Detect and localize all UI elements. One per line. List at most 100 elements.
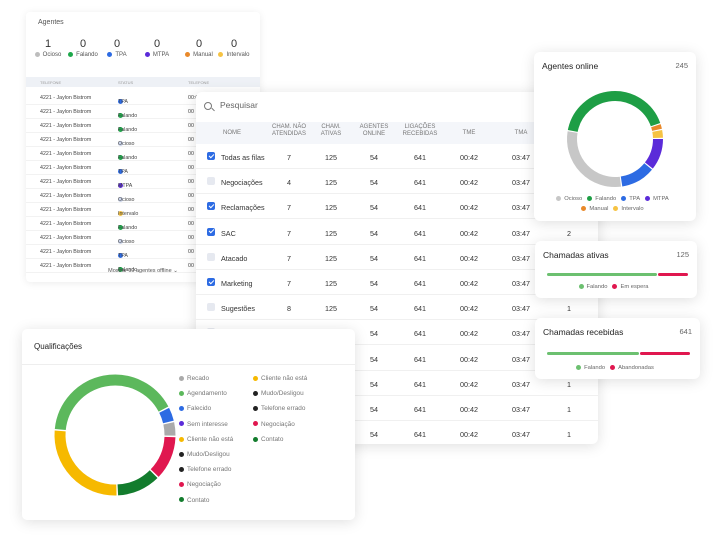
queue-row[interactable]: Atacado 7 125 54 641 00:42 03:47 bbox=[196, 245, 598, 270]
agent-time: 00 bbox=[188, 109, 194, 115]
agent-name: 4221 - Jaylon Bistrom bbox=[40, 179, 92, 185]
status-dot bbox=[118, 267, 123, 272]
agent-row[interactable]: 4221 - Jaylon Bistrom TPA 00 bbox=[26, 245, 260, 259]
agent-stat-label: Falando bbox=[63, 52, 103, 58]
agent-row[interactable]: 4221 - Jaylon Bistrom Falando 00 bbox=[26, 119, 260, 133]
queue-cell-recebidas: 641 bbox=[414, 304, 426, 314]
qual-legend-item: Telefone errado bbox=[179, 466, 231, 473]
online-legend-row2: Manual Intervalo bbox=[534, 206, 696, 212]
col-tma: TMA bbox=[514, 130, 528, 136]
queue-row[interactable]: 54 641 00:42 03:47 1 bbox=[196, 421, 598, 444]
queue-checkbox[interactable] bbox=[207, 177, 215, 186]
queue-cell-recebidas: 641 bbox=[414, 279, 426, 288]
agent-name: 4221 - Jaylon Bistrom bbox=[40, 207, 92, 213]
queue-row[interactable]: Marketing 7 125 54 641 00:42 03:47 bbox=[196, 270, 598, 295]
queue-row[interactable]: Todas as filas 7 125 54 641 00:42 03:47 bbox=[196, 144, 598, 169]
queue-cell-tme: 00:42 bbox=[460, 430, 478, 440]
queue-row[interactable]: Sugestões 8 125 54 641 00:42 03:47 1 bbox=[196, 295, 598, 321]
agent-row[interactable]: 4221 - Jaylon Bistrom Falando 00 bbox=[26, 259, 260, 273]
status-dot bbox=[118, 99, 123, 104]
agent-status-text: Falando bbox=[118, 113, 138, 119]
queue-checkbox[interactable] bbox=[207, 278, 215, 286]
queue-cell-nao-atendidas: 7 bbox=[287, 279, 291, 288]
qual-legend-item: Contato bbox=[253, 436, 283, 443]
agent-stat-4: 0 Manual bbox=[179, 38, 219, 58]
queue-cell-online: 54 bbox=[370, 279, 378, 288]
show-offline-label: Mostrar 10 agentes offline bbox=[108, 268, 172, 274]
legend-item: Ocioso bbox=[556, 196, 582, 202]
queue-row[interactable]: 54 641 00:42 03:47 bbox=[196, 346, 598, 371]
status-dot bbox=[118, 253, 123, 258]
agent-stat-value: 1 bbox=[44, 38, 52, 50]
legend-dot bbox=[179, 497, 184, 503]
queue-cell-tme: 00:42 bbox=[460, 253, 478, 263]
legend-item: TPA bbox=[621, 196, 640, 202]
agent-row[interactable]: 4221 - Jaylon Bistrom Intervalo 00 bbox=[26, 203, 260, 217]
queue-row[interactable]: Reclamações 7 125 54 641 00:42 03:47 bbox=[196, 194, 598, 220]
agent-time: 00 bbox=[188, 123, 194, 129]
status-dot bbox=[118, 155, 123, 160]
status-dot bbox=[118, 197, 123, 202]
queue-cell-extra: 2 bbox=[567, 228, 571, 238]
agent-row[interactable]: 4221 - Jaylon Bistrom Falando 00 bbox=[26, 105, 260, 119]
queue-cell-tme: 00:42 bbox=[460, 153, 478, 162]
agent-row[interactable]: 4221 - Jaylon Bistrom Ocioso 00 bbox=[26, 231, 260, 245]
status-dot bbox=[118, 211, 123, 216]
agent-stat-value: 0 bbox=[195, 38, 203, 50]
legend-dot bbox=[576, 365, 582, 370]
queue-checkbox[interactable] bbox=[207, 202, 215, 211]
qual-legend-item: Negociação bbox=[253, 421, 295, 428]
agent-status-text: Ocioso bbox=[118, 239, 135, 245]
agent-row[interactable]: 4221 - Jaylon Bistrom Ocioso 00 bbox=[26, 133, 260, 147]
search-bar[interactable]: Pesquisar bbox=[204, 100, 258, 110]
agent-row[interactable]: 4221 - Jaylon Bistrom Falando 00 bbox=[26, 147, 260, 161]
status-dot bbox=[218, 52, 224, 57]
qual-legend-label: Negociação bbox=[187, 481, 221, 489]
queue-cell-recebidas: 641 bbox=[414, 253, 426, 263]
qual-legend-label: Contato bbox=[187, 496, 210, 504]
search-input[interactable]: Pesquisar bbox=[220, 100, 258, 110]
legend-dot bbox=[621, 196, 627, 201]
qualifications-divider bbox=[22, 364, 355, 365]
col-agentes-online: AGENTES ONLINE bbox=[359, 124, 389, 137]
queue-row[interactable]: 54 641 00:42 03:47 1 bbox=[196, 396, 598, 421]
legend-item: Abandonadas bbox=[610, 365, 654, 371]
agent-row[interactable]: 4221 - Jaylon Bistrom TPA 00 bbox=[26, 161, 260, 175]
legend-dot bbox=[645, 196, 651, 201]
agent-status-text: Ocioso bbox=[118, 141, 135, 147]
queue-row[interactable]: 54 641 00:42 03:47 1 bbox=[196, 371, 598, 396]
received-calls-bar-other bbox=[639, 352, 690, 355]
queue-row[interactable]: SAC 7 125 54 641 00:42 03:47 2 bbox=[196, 220, 598, 245]
status-dot bbox=[118, 225, 123, 230]
queue-cell-recebidas: 641 bbox=[414, 379, 426, 389]
agent-stat-label-text: Ocioso bbox=[42, 52, 62, 59]
queue-row[interactable]: Negociações 4 125 54 641 00:42 03:47 bbox=[196, 169, 598, 195]
agent-row[interactable]: 4221 - Jaylon Bistrom Falando 00 bbox=[26, 217, 260, 231]
agent-row[interactable]: 4221 - Jaylon Bistrom Ocioso 00 bbox=[26, 189, 260, 203]
queue-cell-tma: 03:47 bbox=[512, 228, 530, 238]
legend-dot bbox=[179, 391, 184, 396]
qual-legend-item: Mudo/Desligou bbox=[253, 390, 304, 397]
show-offline-agents-button[interactable]: Mostrar 10 agentes offline ⌄ bbox=[26, 268, 260, 274]
legend-dot bbox=[179, 421, 184, 427]
queue-cell-tme: 00:42 bbox=[460, 228, 478, 238]
agent-name: 4221 - Jaylon Bistrom bbox=[40, 193, 92, 199]
qual-legend-item: Telefone errado bbox=[253, 405, 305, 412]
qual-legend-label: Agendamento bbox=[187, 390, 227, 398]
queue-checkbox[interactable] bbox=[207, 152, 215, 160]
qual-legend-item: Falecido bbox=[179, 405, 211, 412]
online-segment-ocioso bbox=[567, 131, 622, 187]
queue-checkbox[interactable] bbox=[207, 252, 215, 261]
legend-dot bbox=[179, 482, 184, 488]
col-ativas: CHAM. ATIVAS bbox=[320, 124, 342, 137]
agent-row[interactable]: 4221 - Jaylon Bistrom MTPA 00 bbox=[26, 175, 260, 189]
queue-checkbox[interactable] bbox=[207, 303, 215, 312]
queue-cell-tme: 00:42 bbox=[460, 379, 478, 389]
queue-checkbox[interactable] bbox=[207, 227, 215, 236]
queue-cell-nao-atendidas: 4 bbox=[287, 178, 291, 188]
agent-name: 4221 - Jaylon Bistrom bbox=[40, 95, 92, 101]
agent-status-text: Intervalo bbox=[118, 211, 139, 217]
queue-cell-online: 54 bbox=[370, 354, 378, 364]
legend-dot bbox=[613, 206, 619, 211]
queue-cell-tma: 03:47 bbox=[512, 203, 530, 213]
